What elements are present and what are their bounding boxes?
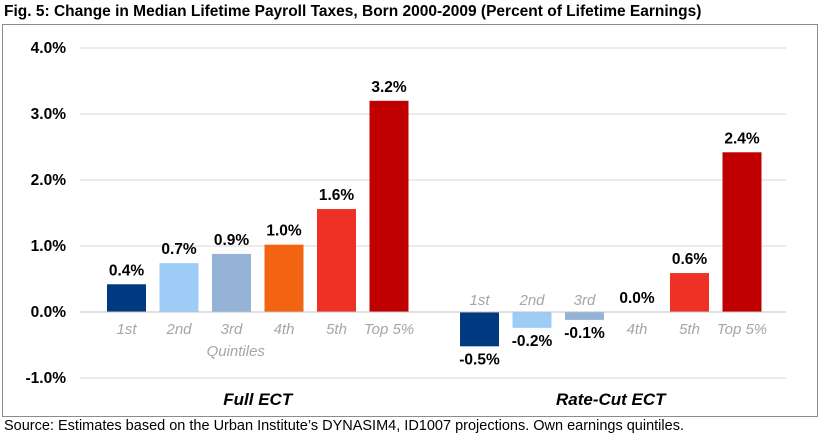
data-label: -0.5% <box>459 351 500 368</box>
category-label: 5th <box>679 321 700 338</box>
data-label: 0.7% <box>161 241 197 258</box>
category-label: 5th <box>326 321 347 338</box>
group-label: Rate-Cut ECT <box>556 390 667 409</box>
data-label: 2.4% <box>724 130 760 147</box>
category-label: Top 5% <box>717 321 767 338</box>
y-tick-label: -1.0% <box>26 370 67 387</box>
category-label: Top 5% <box>364 321 414 338</box>
source-note: Source: Estimates based on the Urban Ins… <box>4 418 684 434</box>
group-label: Full ECT <box>223 390 294 409</box>
category-label: 3rd <box>221 321 243 338</box>
data-label: -0.1% <box>564 325 605 342</box>
category-label: 1st <box>116 321 137 338</box>
data-label: 0.4% <box>109 262 145 279</box>
bar-full-5 <box>317 209 356 312</box>
data-label: 0.9% <box>214 232 250 249</box>
category-label: 1st <box>469 292 490 309</box>
data-label: 0.0% <box>619 290 655 307</box>
y-tick-label: 1.0% <box>31 238 67 255</box>
y-tick-label: 2.0% <box>31 172 67 189</box>
data-label: -0.2% <box>512 333 553 350</box>
chart-frame <box>2 24 818 417</box>
category-label: 2nd <box>165 321 192 338</box>
category-label: 2nd <box>518 292 545 309</box>
chart-title: Fig. 5: Change in Median Lifetime Payrol… <box>4 3 702 20</box>
data-label: 3.2% <box>371 79 407 96</box>
category-label: 4th <box>274 321 295 338</box>
bar-ratecut-1 <box>460 312 499 347</box>
y-tick-label: 3.0% <box>31 106 67 123</box>
data-label: 1.0% <box>266 223 302 240</box>
data-label: 1.6% <box>319 187 355 204</box>
bar-ratecut-3 <box>565 312 604 320</box>
bar-full-3 <box>212 253 251 312</box>
bar-ratecut-6 <box>722 152 762 312</box>
bar-ratecut-2 <box>512 312 552 328</box>
y-tick-label: 0.0% <box>31 304 67 321</box>
quintiles-label: Quintiles <box>207 343 266 360</box>
category-label: 4th <box>627 321 648 338</box>
data-label: 0.6% <box>672 251 708 268</box>
category-label: 3rd <box>574 292 596 309</box>
y-tick-label: 4.0% <box>31 40 67 57</box>
bar-full-4 <box>264 244 304 312</box>
bar-full-2 <box>159 263 199 312</box>
bar-full-1 <box>107 284 146 312</box>
bar-full-6 <box>369 100 409 312</box>
bar-ratecut-5 <box>670 273 709 312</box>
